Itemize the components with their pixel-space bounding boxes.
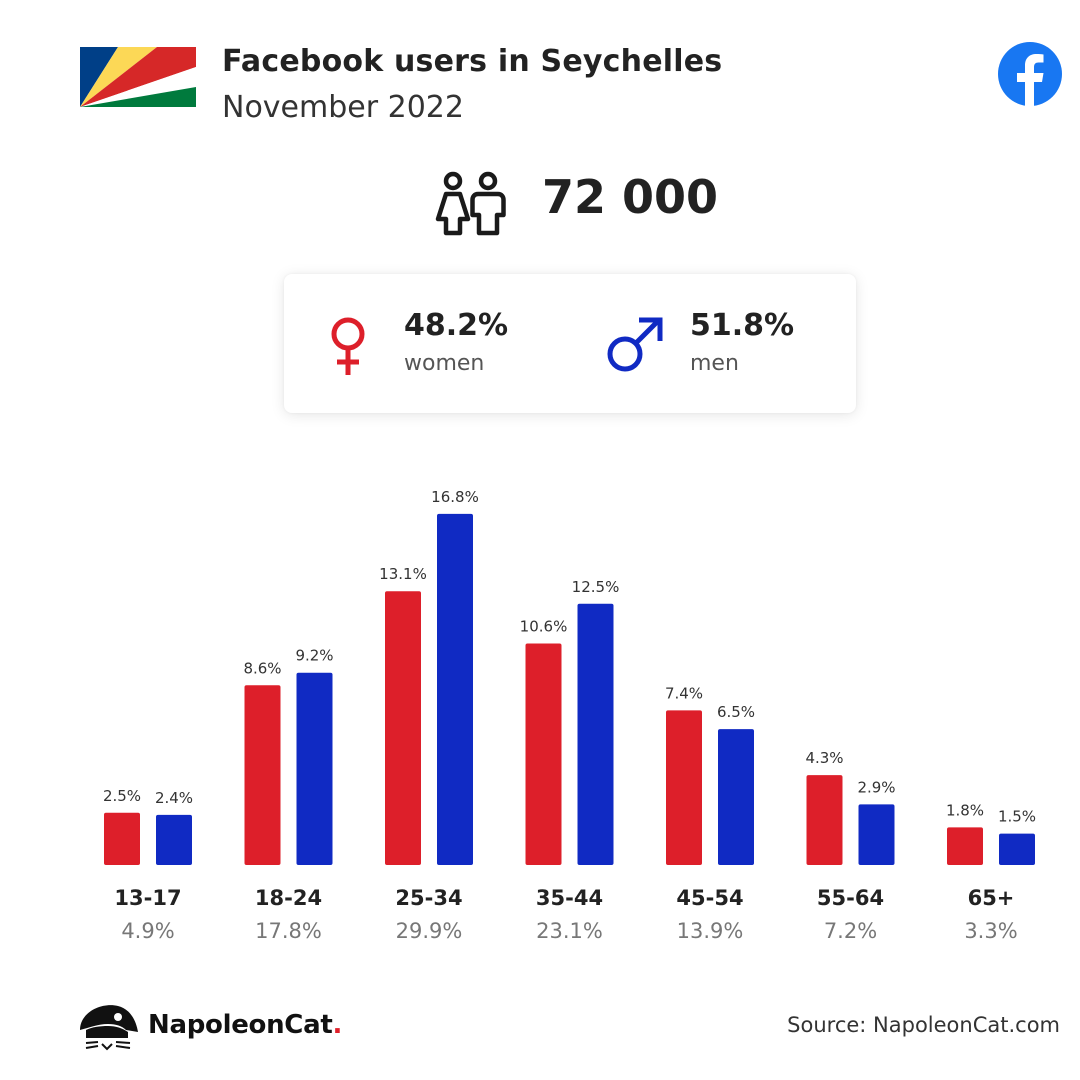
bar-label-men-13-17: 2.4% bbox=[155, 789, 193, 807]
category-total-35-44: 23.1% bbox=[536, 919, 603, 943]
age-gender-bar-chart: 2.5% 2.4% 13-17 4.9% 8.6% 9.2% 18-24 17.8% 13.1%… bbox=[103, 488, 1036, 943]
bar-women-18-24 bbox=[244, 685, 281, 865]
bar-label-men-55-64: 2.9% bbox=[857, 778, 895, 796]
category-label-35-44: 35-44 bbox=[536, 886, 603, 910]
total-users: 72 000 bbox=[542, 170, 719, 224]
bar-men-35-44 bbox=[577, 603, 614, 865]
facebook-icon bbox=[998, 42, 1062, 106]
bar-label-women-45-54: 7.4% bbox=[665, 684, 703, 702]
bar-women-35-44 bbox=[525, 643, 562, 865]
category-total-25-34: 29.9% bbox=[396, 919, 463, 943]
logo-name: NapoleonCat bbox=[148, 1010, 333, 1040]
page-subtitle: November 2022 bbox=[222, 90, 464, 125]
bar-label-women-65+: 1.8% bbox=[946, 801, 984, 819]
men-label: men bbox=[690, 351, 739, 376]
men-percent: 51.8% bbox=[690, 308, 795, 343]
bar-men-18-24 bbox=[296, 672, 333, 865]
bar-label-men-35-44: 12.5% bbox=[572, 578, 620, 596]
bar-men-13-17 bbox=[156, 814, 192, 865]
bar-women-45-54 bbox=[666, 710, 702, 865]
women-label: women bbox=[404, 351, 485, 376]
bar-men-65+ bbox=[999, 833, 1035, 865]
category-label-13-17: 13-17 bbox=[114, 886, 181, 910]
category-label-25-34: 25-34 bbox=[395, 886, 462, 910]
bar-men-45-54 bbox=[718, 729, 754, 865]
bar-label-women-18-24: 8.6% bbox=[243, 659, 281, 677]
bar-men-25-34 bbox=[437, 513, 473, 865]
bar-label-men-25-34: 16.8% bbox=[431, 488, 479, 506]
seychelles-flag-icon bbox=[80, 47, 196, 107]
category-label-55-64: 55-64 bbox=[817, 886, 884, 910]
bar-women-25-34 bbox=[385, 591, 421, 865]
category-total-13-17: 4.9% bbox=[121, 919, 174, 943]
napoleoncat-logo-icon bbox=[80, 1005, 138, 1051]
bar-women-13-17 bbox=[104, 812, 140, 865]
male-symbol-icon bbox=[607, 317, 663, 372]
bar-label-women-25-34: 13.1% bbox=[379, 565, 427, 583]
category-total-55-64: 7.2% bbox=[824, 919, 877, 943]
page-title: Facebook users in Seychelles bbox=[222, 44, 723, 79]
bar-women-65+ bbox=[947, 827, 983, 865]
bar-men-55-64 bbox=[858, 804, 895, 865]
category-total-18-24: 17.8% bbox=[255, 919, 322, 943]
bar-label-women-35-44: 10.6% bbox=[520, 617, 568, 635]
bar-women-55-64 bbox=[806, 775, 843, 865]
bar-label-women-13-17: 2.5% bbox=[103, 787, 141, 805]
bar-label-women-55-64: 4.3% bbox=[805, 749, 843, 767]
category-total-45-54: 13.9% bbox=[677, 919, 744, 943]
category-label-65+: 65+ bbox=[968, 886, 1015, 910]
source-label: Source: NapoleonCat.com bbox=[787, 1013, 1060, 1037]
female-symbol-icon bbox=[331, 317, 365, 375]
bar-label-men-65+: 1.5% bbox=[998, 808, 1036, 826]
logo-dot: . bbox=[332, 1010, 343, 1040]
category-total-65+: 3.3% bbox=[964, 919, 1017, 943]
women-percent: 48.2% bbox=[404, 308, 509, 343]
gender-summary-card: 48.2% women 51.8% men bbox=[284, 274, 856, 413]
bar-label-men-45-54: 6.5% bbox=[717, 703, 755, 721]
category-label-45-54: 45-54 bbox=[676, 886, 743, 910]
napoleoncat-logo-text: NapoleonCat. bbox=[148, 1010, 342, 1040]
category-label-18-24: 18-24 bbox=[255, 886, 322, 910]
bar-label-men-18-24: 9.2% bbox=[295, 647, 333, 665]
users-icon bbox=[435, 171, 506, 236]
